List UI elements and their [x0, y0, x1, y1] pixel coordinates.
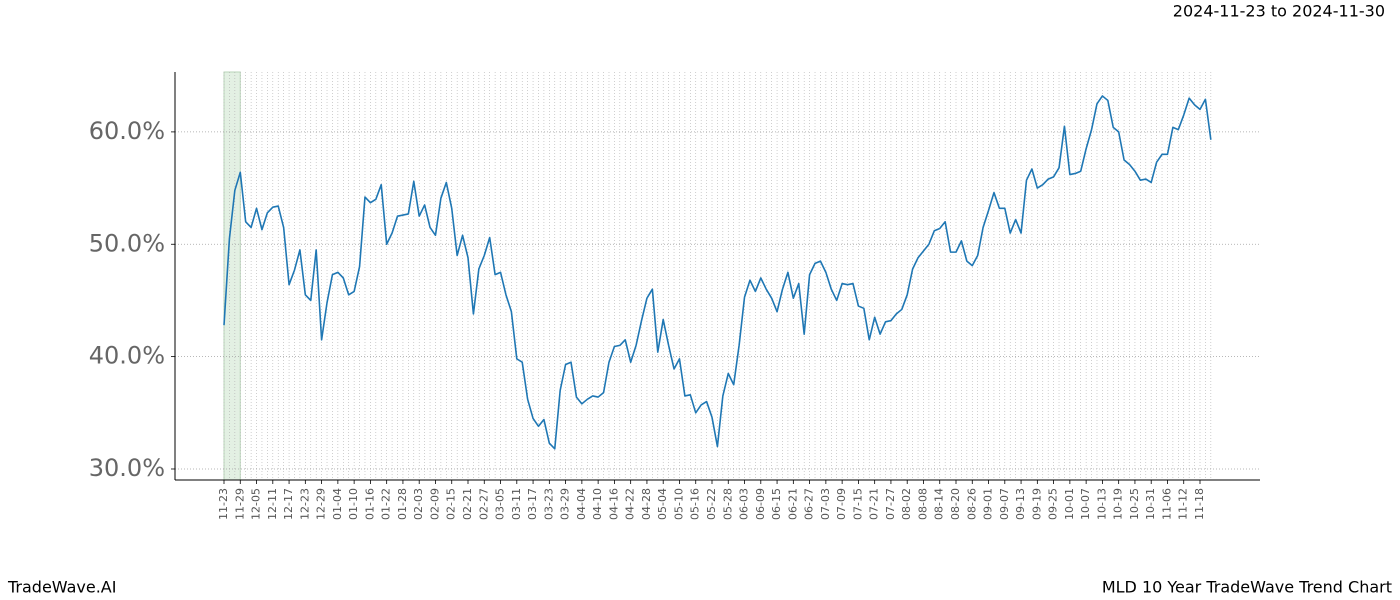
- x-tick-label: 05-22: [705, 488, 718, 520]
- x-tick-label: 12-23: [298, 488, 311, 520]
- x-tick-label: 07-03: [819, 488, 832, 520]
- chart-title: 2024-11-23 to 2024-11-30: [1173, 2, 1385, 21]
- x-tick-label: 12-29: [315, 488, 328, 520]
- x-tick-label: 10-31: [1144, 488, 1157, 520]
- x-tick-label: 10-13: [1095, 488, 1108, 520]
- y-tick-label: 50.0%: [89, 229, 165, 257]
- x-tick-label: 07-15: [851, 488, 864, 520]
- x-tick-label: 04-28: [640, 488, 653, 520]
- x-tick-label: 10-25: [1128, 488, 1141, 520]
- x-tick-label: 12-11: [266, 488, 279, 520]
- x-tick-label: 08-08: [916, 488, 929, 520]
- x-tick-label: 06-27: [803, 488, 816, 520]
- x-tick-label: 01-22: [380, 488, 393, 520]
- x-tick-label: 11-06: [1160, 488, 1173, 520]
- x-tick-label: 09-19: [1030, 488, 1043, 520]
- x-tick-label: 04-16: [607, 488, 620, 520]
- x-tick-label: 06-09: [754, 488, 767, 520]
- x-tick-label: 11-18: [1193, 488, 1206, 520]
- x-tick-label: 11-23: [217, 488, 230, 520]
- x-tick-label: 05-10: [672, 488, 685, 520]
- x-tick-label: 08-20: [949, 488, 962, 520]
- y-tick-label: 40.0%: [89, 342, 165, 370]
- x-tick-label: 07-09: [835, 488, 848, 520]
- x-tick-label: 02-09: [428, 488, 441, 520]
- x-tick-label: 05-28: [721, 488, 734, 520]
- x-tick-label: 05-16: [689, 488, 702, 520]
- x-tick-label: 05-04: [656, 488, 669, 520]
- x-tick-label: 04-10: [591, 488, 604, 520]
- x-tick-label: 11-12: [1177, 488, 1190, 520]
- x-tick-label: 02-27: [477, 488, 490, 520]
- x-tick-label: 02-03: [412, 488, 425, 520]
- x-tick-label: 01-04: [331, 488, 344, 520]
- x-tick-label: 08-14: [933, 488, 946, 520]
- x-tick-label: 07-21: [868, 488, 881, 520]
- x-tick-label: 06-15: [770, 488, 783, 520]
- series-line: [223, 95, 1212, 450]
- x-tick-label: 11-29: [233, 488, 246, 520]
- x-tick-label: 12-05: [250, 488, 263, 520]
- x-tick-label: 09-07: [998, 488, 1011, 520]
- y-tick-label: 30.0%: [89, 454, 165, 482]
- x-tick-label: 02-21: [461, 488, 474, 520]
- x-tick-label: 10-19: [1112, 488, 1125, 520]
- x-tick-label: 10-07: [1079, 488, 1092, 520]
- x-tick-label: 01-16: [363, 488, 376, 520]
- x-tick-label: 02-15: [445, 488, 458, 520]
- x-tick-label: 01-10: [347, 488, 360, 520]
- x-tick-label: 03-05: [494, 488, 507, 520]
- x-tick-label: 08-26: [965, 488, 978, 520]
- footer-left: TradeWave.AI: [7, 578, 116, 597]
- x-tick-label: 04-04: [575, 488, 588, 520]
- x-tick-label: 06-03: [738, 488, 751, 520]
- x-tick-label: 09-01: [982, 488, 995, 520]
- x-tick-label: 07-27: [884, 488, 897, 520]
- x-tick-label: 09-25: [1047, 488, 1060, 520]
- x-tick-label: 10-01: [1063, 488, 1076, 520]
- x-tick-label: 03-29: [559, 488, 572, 520]
- x-tick-label: 03-17: [526, 488, 539, 520]
- x-tick-label: 08-02: [900, 488, 913, 520]
- x-tick-label: 03-23: [542, 488, 555, 520]
- x-tick-label: 09-13: [1014, 488, 1027, 520]
- x-tick-label: 06-21: [786, 488, 799, 520]
- y-tick-label: 60.0%: [89, 117, 165, 145]
- x-tick-label: 03-11: [510, 488, 523, 520]
- x-tick-label: 12-17: [282, 488, 295, 520]
- footer-right: MLD 10 Year TradeWave Trend Chart: [1102, 578, 1392, 597]
- x-tick-label: 01-28: [396, 488, 409, 520]
- x-tick-label: 04-22: [624, 488, 637, 520]
